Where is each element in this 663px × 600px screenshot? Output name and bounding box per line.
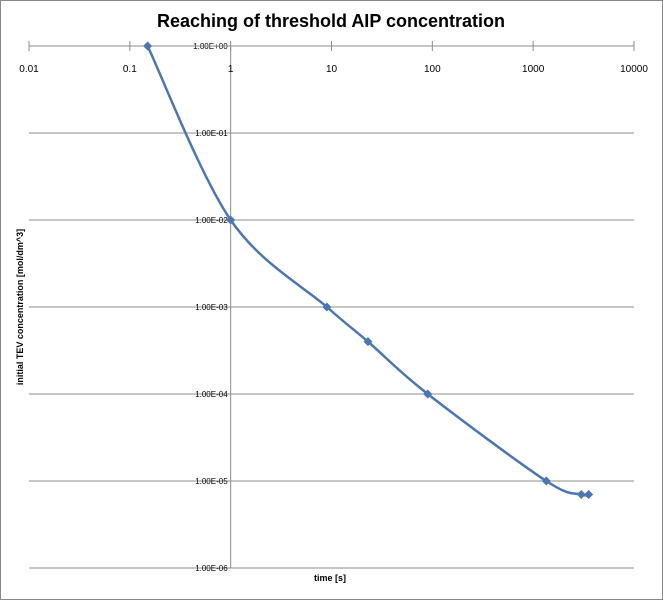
- x-axis-label: time [s]: [314, 573, 346, 583]
- chart-title: Reaching of threshold AIP concentration: [157, 11, 505, 31]
- y-tick-label: 1.00E-06: [195, 564, 228, 573]
- x-tick-label: 0.1: [123, 64, 137, 75]
- data-point-marker: [143, 41, 153, 51]
- y-tick-label: 1.00E-02: [195, 216, 228, 225]
- x-tick-label: 1: [228, 64, 234, 75]
- y-tick-label: 1.00E-01: [195, 129, 228, 138]
- data-point-marker: [541, 476, 551, 486]
- series-line: [146, 45, 590, 497]
- data-point-marker: [423, 389, 433, 399]
- x-tick-label: 10: [326, 64, 338, 75]
- y-tick-label: 1.00E-05: [195, 477, 228, 486]
- data-point-marker: [322, 302, 332, 312]
- y-axis-label: initial TEV concentration [mol/dm^3]: [15, 229, 25, 385]
- data-point-marker: [576, 489, 586, 499]
- x-tick-label: 0.01: [19, 64, 39, 75]
- x-tick-label: 1000: [522, 64, 545, 75]
- x-tick-label: 100: [424, 64, 441, 75]
- x-tick-label: 10000: [620, 64, 648, 75]
- data-point-marker: [363, 337, 373, 347]
- y-tick-label: 1.00E-04: [195, 390, 228, 399]
- data-point-marker: [226, 215, 236, 225]
- y-tick-label: 1.00E-03: [195, 303, 228, 312]
- data-point-marker: [584, 489, 594, 499]
